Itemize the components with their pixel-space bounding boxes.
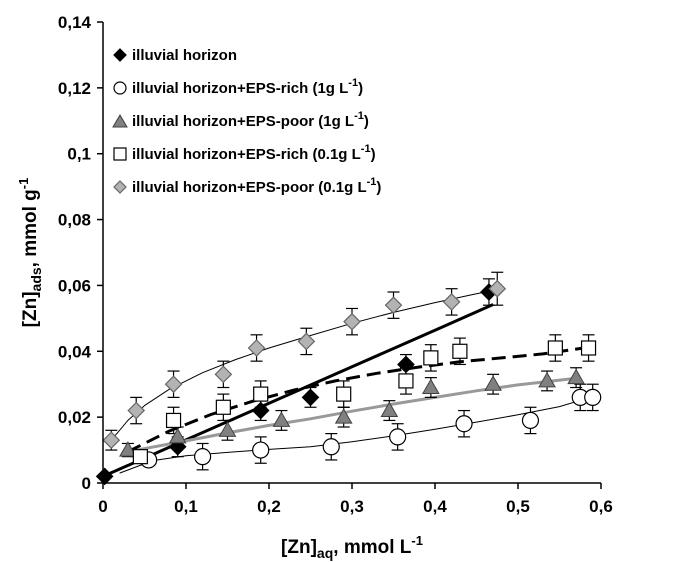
y-tick-label: 0,04 bbox=[58, 342, 92, 361]
data-point-series-4 bbox=[398, 373, 414, 389]
data-point-series-4 bbox=[165, 412, 182, 429]
y-tick-label: 0,1 bbox=[67, 145, 91, 164]
legend-marker bbox=[113, 147, 127, 161]
y-axis-title: [Zn]ads, mmol g-1 bbox=[16, 178, 44, 328]
data-point-series-5 bbox=[164, 375, 183, 394]
data-point-series-5 bbox=[102, 431, 121, 450]
fit-line-series-2 bbox=[119, 396, 593, 474]
data-point-series-3 bbox=[567, 368, 585, 385]
data-point-series-2 bbox=[252, 441, 270, 459]
legend-entry-5: illuvial horizon+EPS-poor (0.1g L-1) bbox=[113, 176, 381, 196]
legend-entry-3: illuvial horizon+EPS-poor (1g L-1) bbox=[112, 110, 369, 130]
data-point-series-3 bbox=[272, 411, 291, 427]
data-point-series-5 bbox=[127, 401, 146, 420]
data-point-series-4 bbox=[547, 340, 563, 356]
data-point-series-1 bbox=[301, 388, 320, 407]
data-point-series-1 bbox=[251, 401, 270, 420]
x-tick-label: 0,3 bbox=[340, 497, 364, 516]
data-point-series-1 bbox=[397, 355, 415, 374]
data-point-series-4 bbox=[452, 343, 468, 359]
legend-entry-4: illuvial horizon+EPS-rich (0.1g L-1) bbox=[113, 143, 376, 163]
data-point-series-3 bbox=[484, 375, 502, 391]
data-points bbox=[95, 279, 602, 486]
data-point-series-2 bbox=[455, 415, 473, 433]
data-point-series-5 bbox=[384, 296, 403, 315]
y-tick-label: 0,12 bbox=[58, 79, 91, 98]
data-point-series-3 bbox=[218, 421, 237, 437]
data-point-series-5 bbox=[488, 279, 507, 298]
data-point-series-5 bbox=[442, 293, 461, 311]
data-point-series-4 bbox=[423, 350, 439, 366]
data-point-series-2 bbox=[521, 411, 540, 430]
legend-label: illuvial horizon+EPS-rich (0.1g L-1) bbox=[132, 143, 376, 163]
data-point-series-4 bbox=[132, 449, 148, 465]
legend-label: illuvial horizon+EPS-poor (0.1g L-1) bbox=[132, 176, 381, 196]
data-point-series-3 bbox=[334, 408, 353, 424]
data-point-series-3 bbox=[538, 371, 556, 388]
data-point-series-4 bbox=[215, 399, 231, 415]
fit-line-series-4 bbox=[127, 345, 589, 454]
data-point-series-3 bbox=[421, 378, 440, 395]
data-point-series-2 bbox=[194, 448, 212, 466]
y-tick-label: 0 bbox=[82, 474, 91, 493]
legend-label: illuvial horizon+EPS-rich (1g L-1) bbox=[132, 77, 363, 97]
legend-marker bbox=[113, 180, 127, 194]
data-point-series-5 bbox=[343, 312, 361, 331]
legend-marker bbox=[113, 81, 127, 95]
data-point-series-5 bbox=[214, 365, 233, 384]
axes: 0 0,02 0,04 0,06 0,08 0,1 0,12 0,14 0 0,1 0,2 0,3 0,… bbox=[16, 13, 613, 561]
data-point-series-2 bbox=[584, 388, 602, 406]
x-tick-label: 0,1 bbox=[174, 497, 198, 516]
data-point-series-3 bbox=[380, 401, 399, 418]
data-point-series-4 bbox=[253, 386, 269, 402]
fit-line-series-3 bbox=[127, 376, 577, 454]
legend-label: illuvial horizon+EPS-poor (1g L-1) bbox=[132, 110, 369, 130]
data-point-series-5 bbox=[297, 332, 316, 351]
data-point-series-1 bbox=[95, 467, 114, 486]
fit-line-series-5 bbox=[110, 288, 502, 441]
legend-label: illuvial horizon bbox=[132, 47, 237, 64]
y-tick-label: 0,14 bbox=[58, 13, 92, 32]
legend-entry-1: illuvial horizon bbox=[113, 47, 237, 64]
x-axis-title: [Zn]aq, mmol L-1 bbox=[281, 533, 423, 561]
x-tick-label: 0,4 bbox=[423, 497, 447, 516]
x-tick-label: 0,2 bbox=[257, 497, 281, 516]
y-tick-label: 0,02 bbox=[58, 408, 91, 427]
data-point-series-3 bbox=[168, 427, 187, 444]
x-tick-label: 0,5 bbox=[506, 497, 530, 516]
data-point-series-3 bbox=[119, 441, 137, 457]
x-tick-label: 0,6 bbox=[589, 497, 613, 516]
legend-marker bbox=[112, 114, 128, 128]
x-tick-label: 0 bbox=[98, 497, 107, 516]
data-point-series-5 bbox=[247, 339, 266, 357]
data-point-series-4 bbox=[580, 340, 597, 356]
y-tick-label: 0,06 bbox=[58, 276, 91, 295]
data-point-series-4 bbox=[336, 386, 352, 402]
legend: illuvial horizon illuvial horizon+EPS-ric… bbox=[112, 47, 381, 196]
legend-marker bbox=[113, 48, 127, 62]
legend-entry-2: illuvial horizon+EPS-rich (1g L-1) bbox=[113, 77, 363, 97]
y-tick-label: 0,08 bbox=[58, 211, 91, 230]
data-point-series-2 bbox=[389, 428, 407, 446]
data-point-series-2 bbox=[322, 438, 340, 456]
